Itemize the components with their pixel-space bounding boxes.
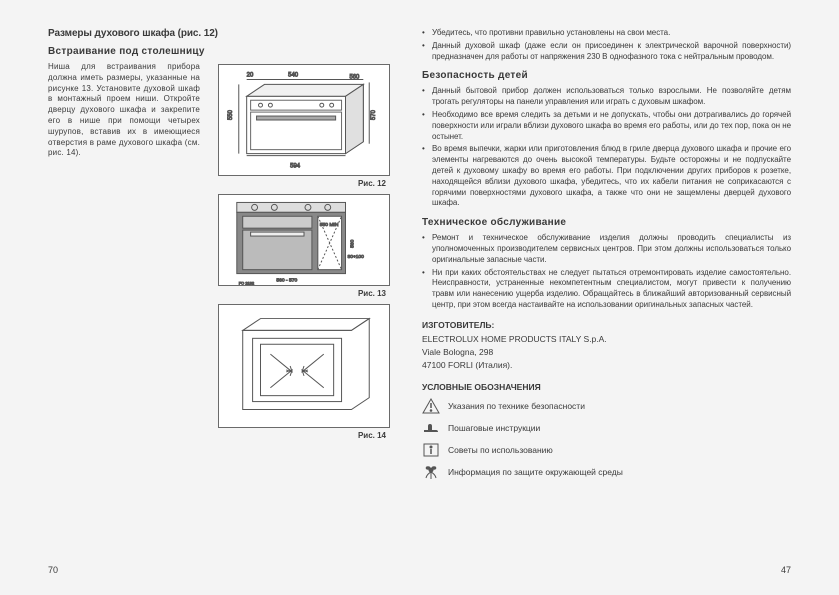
bullet-item: Необходимо все время следить за детьми и… xyxy=(422,110,791,142)
hand-point-icon xyxy=(422,420,440,436)
service-bullets: Ремонт и техническое обслуживание издели… xyxy=(422,233,791,311)
heading-service: Техническое обслуживание xyxy=(422,217,791,228)
figure-12-caption: Рис. 12 xyxy=(214,179,386,188)
bullet-item: Данный духовой шкаф (даже если он присое… xyxy=(422,41,791,63)
heading-undercounter: Встраивание под столешницу xyxy=(48,46,390,57)
heading-child-safety: Безопасность детей xyxy=(422,70,791,81)
svg-text:570: 570 xyxy=(371,109,377,120)
manufacturer-line: Viale Bologna, 298 xyxy=(422,346,791,359)
figures-column: 20 540 560 550 570 594 Рис. 12 xyxy=(216,62,390,444)
info-icon xyxy=(422,442,440,458)
flower-icon xyxy=(422,464,440,480)
figure-13-caption: Рис. 13 xyxy=(214,289,386,298)
installation-paragraph: Ниша для встраивания прибора должна имет… xyxy=(48,62,200,159)
left-page: Размеры духового шкафа (рис. 12) Встраив… xyxy=(0,0,408,595)
symbol-label: Советы по использованию xyxy=(448,445,553,455)
bullet-item: Данный бытовой прибор должен использоват… xyxy=(422,86,791,108)
figure-14-caption: Рис. 14 xyxy=(214,431,386,440)
symbol-row-environment: Информация по защите окружающей среды xyxy=(422,464,791,480)
svg-text:550 MIN: 550 MIN xyxy=(320,222,339,228)
symbol-row-steps: Пошаговые инструкции xyxy=(422,420,791,436)
safety-bullets: Данный бытовой прибор должен использоват… xyxy=(422,86,791,209)
heading-oven-dimensions: Размеры духового шкафа (рис. 12) xyxy=(48,28,390,39)
svg-text:594: 594 xyxy=(290,163,301,169)
svg-text:550: 550 xyxy=(228,109,234,120)
figure-13: 550 MIN 560 80÷100 560 - 570 FO 2192 xyxy=(218,194,390,286)
symbol-label: Пошаговые инструкции xyxy=(448,423,540,433)
symbols-heading: УСЛОВНЫЕ ОБОЗНАЧЕНИЯ xyxy=(422,382,791,392)
svg-text:540: 540 xyxy=(288,73,299,79)
bullet-item: Во время выпечки, жарки или приготовлени… xyxy=(422,144,791,209)
symbol-row-warning: Указания по технике безопасности xyxy=(422,398,791,414)
page-number-right: 47 xyxy=(781,565,791,575)
svg-text:20: 20 xyxy=(247,73,254,79)
svg-text:560 - 570: 560 - 570 xyxy=(276,278,297,284)
manufacturer-title: ИЗГОТОВИТЕЛЬ: xyxy=(422,319,791,332)
bullet-item: Ремонт и техническое обслуживание издели… xyxy=(422,233,791,265)
svg-text:560: 560 xyxy=(349,239,355,247)
symbol-label: Информация по защите окружающей среды xyxy=(448,467,623,477)
bullet-item: Ни при каких обстоятельствах не следует … xyxy=(422,268,791,311)
figure-14 xyxy=(218,304,390,428)
manufacturer-line: 47100 FORLI (Италия). xyxy=(422,359,791,372)
svg-text:FO 2192: FO 2192 xyxy=(239,280,254,285)
manufacturer-block: ИЗГОТОВИТЕЛЬ: ELECTROLUX HOME PRODUCTS I… xyxy=(422,319,791,372)
bullet-item: Убедитесь, что противни правильно устано… xyxy=(422,28,791,39)
manufacturer-line: ELECTROLUX HOME PRODUCTS ITALY S.p.A. xyxy=(422,333,791,346)
right-page: Убедитесь, что противни правильно устано… xyxy=(408,0,839,595)
symbol-row-tips: Советы по использованию xyxy=(422,442,791,458)
warning-triangle-icon xyxy=(422,398,440,414)
top-bullets: Убедитесь, что противни правильно устано… xyxy=(422,28,791,62)
page-number-left: 70 xyxy=(48,565,58,575)
figure-12: 20 540 560 550 570 594 xyxy=(218,64,390,176)
svg-text:80÷100: 80÷100 xyxy=(347,254,364,260)
symbol-label: Указания по технике безопасности xyxy=(448,401,585,411)
